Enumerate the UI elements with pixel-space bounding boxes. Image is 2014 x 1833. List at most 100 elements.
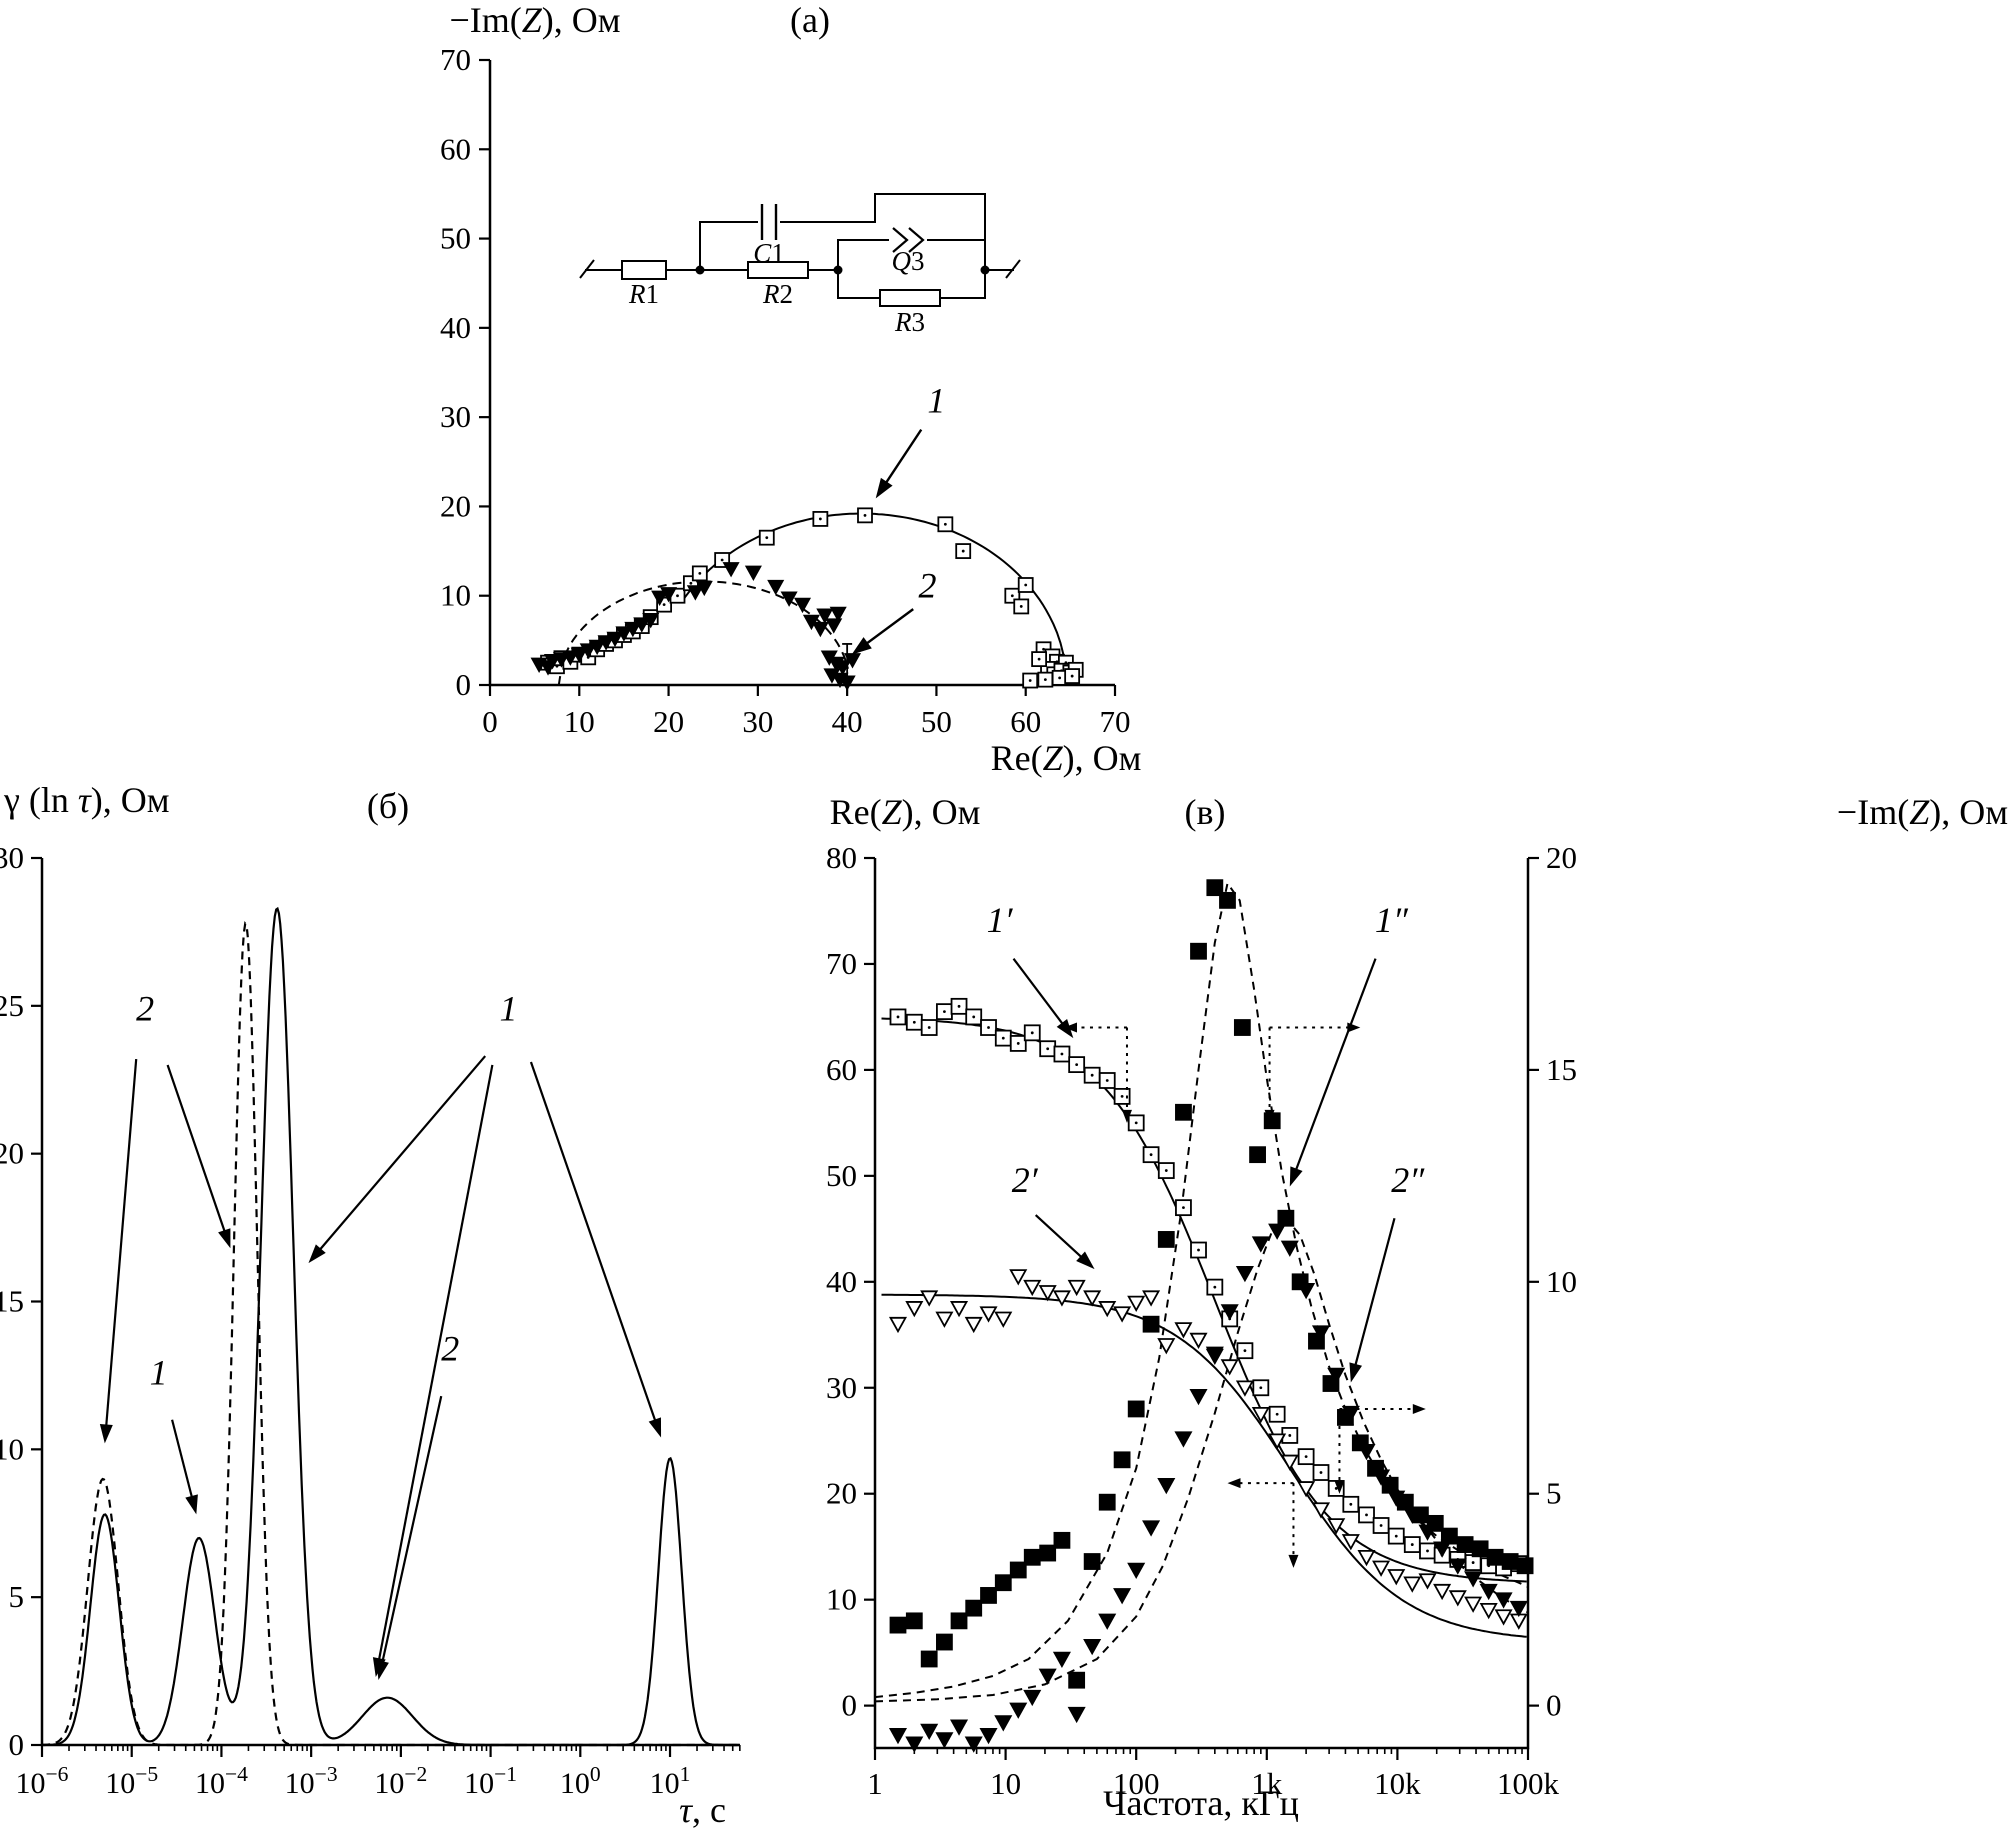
triangle-filled-marker <box>920 1723 939 1741</box>
triangle-open-marker <box>1023 1279 1042 1297</box>
left-y-tick-label: 60 <box>826 1052 857 1087</box>
bode-fit-1″ <box>874 880 1529 1699</box>
triangle-filled-marker <box>793 597 812 614</box>
y-tick-label: 70 <box>440 42 471 77</box>
y-tick-label: 10 <box>0 1431 24 1466</box>
bode-label-arrow <box>1034 1214 1087 1263</box>
triangle-filled-marker <box>825 618 843 634</box>
arrow-head <box>376 1659 389 1680</box>
triangle-filled-marker <box>838 675 856 691</box>
triangle-open-marker <box>1311 1502 1331 1519</box>
triangle-filled-marker <box>570 647 588 664</box>
y-tick-label: 0 <box>456 667 472 702</box>
square-filled-marker <box>1206 879 1224 897</box>
triangle-open-marker <box>950 1301 969 1318</box>
marker-dot <box>1046 1047 1050 1051</box>
triangle-open-marker <box>964 1316 983 1334</box>
marker-dot <box>1149 1153 1153 1157</box>
arrow-head <box>308 1244 326 1264</box>
bode-label-arrow <box>1012 957 1068 1030</box>
square-filled-marker <box>1157 1231 1175 1248</box>
marker-dot <box>1001 1036 1005 1040</box>
triangle-filled-marker <box>979 1728 998 1745</box>
triangle-filled-marker <box>994 1715 1013 1732</box>
marker-dot <box>1394 1534 1398 1538</box>
marker-dot <box>912 1020 916 1024</box>
triangle-open-marker <box>1387 1569 1406 1586</box>
triangle-filled-marker <box>1341 1405 1360 1423</box>
triangle-filled-marker <box>1142 1520 1161 1537</box>
triangle-filled-marker <box>686 585 704 601</box>
bode-label-1″: 1″ <box>1375 900 1409 940</box>
marker-dot <box>1070 674 1074 678</box>
triangle-filled-marker <box>1448 1558 1467 1575</box>
triangle-filled-marker <box>633 617 651 633</box>
arrow-head <box>185 1494 198 1515</box>
square-filled-marker <box>1053 1531 1071 1549</box>
fit-curve-1 <box>681 512 1066 658</box>
square-filled-marker <box>1142 1315 1160 1333</box>
marker-dot <box>1016 1042 1020 1045</box>
triangle-filled-marker <box>905 1736 924 1753</box>
marker-dot <box>1319 1471 1323 1474</box>
triangle-open-marker <box>920 1290 939 1307</box>
triangle-filled-marker <box>888 1728 908 1745</box>
triangle-filled-marker <box>722 562 740 578</box>
marker-dot <box>1010 594 1014 598</box>
x-tick-label: 60 <box>1010 704 1041 739</box>
square-filled-marker <box>1113 1451 1131 1469</box>
triangle-filled-marker <box>1189 1388 1208 1406</box>
curve-label-1: 1 <box>150 1352 168 1392</box>
marker-dot <box>1075 1063 1079 1067</box>
marker-dot <box>1019 605 1023 608</box>
panel-b-ylabel: γ (ln τ), Ом <box>3 780 170 820</box>
triangle-filled-marker <box>1174 1431 1193 1448</box>
marker-dot <box>676 594 679 598</box>
marker-dot <box>1334 1487 1338 1490</box>
triangle-filled-marker <box>561 650 579 666</box>
r2-label: R2 <box>762 279 793 309</box>
left-y-tick-label: 80 <box>826 840 857 875</box>
drt-curve-2 <box>42 920 740 1747</box>
triangle-open-marker <box>1280 1454 1299 1471</box>
y-tick-label: 5 <box>9 1579 25 1614</box>
triangle-open-marker <box>1418 1573 1437 1590</box>
triangle-filled-marker <box>964 1736 983 1753</box>
triangle-open-marker <box>1341 1534 1360 1551</box>
triangle-open-marker <box>1157 1338 1176 1355</box>
triangle-open-marker <box>1448 1590 1467 1607</box>
marker-dot <box>863 513 867 517</box>
arrow-head <box>1063 1022 1077 1033</box>
y-tick-label: 20 <box>0 1136 24 1171</box>
tick-label: 100 <box>560 1762 601 1800</box>
curve-label-arrow <box>171 1419 195 1504</box>
left-y-tick-label: 10 <box>826 1582 857 1617</box>
right-y-tick-label: 20 <box>1546 840 1577 875</box>
square-filled-marker <box>1219 891 1236 909</box>
arrow-head <box>1349 1362 1362 1383</box>
triangle-open-marker <box>1357 1550 1376 1567</box>
y-tick-label: 10 <box>440 578 471 613</box>
marker-dot <box>1030 1031 1034 1035</box>
arrow-head <box>851 637 872 655</box>
curve-label-arrow <box>104 1058 138 1433</box>
triangle-filled-marker <box>1327 1367 1346 1385</box>
triangle-open-marker <box>905 1301 924 1318</box>
panel-a-ylabel: −Im(Z), Ом <box>449 0 620 40</box>
tick-label: 10−6 <box>16 1762 69 1800</box>
curve-label-arrow <box>376 1064 494 1667</box>
square-filled-marker <box>1175 1103 1192 1121</box>
triangle-open-marker <box>1220 1359 1239 1376</box>
panel-v-left-ylabel: Re(Z), Ом <box>830 792 981 832</box>
triangle-filled-marker <box>1023 1689 1042 1707</box>
triangle-filled-marker <box>1403 1507 1422 1524</box>
x-tick-label: 0 <box>482 704 498 739</box>
square-filled-marker <box>889 1616 907 1634</box>
marker-dot <box>1028 679 1032 682</box>
triangle-filled-marker <box>1098 1613 1117 1630</box>
triangle-filled-marker <box>1509 1600 1528 1618</box>
fit-curve-2 <box>557 580 849 686</box>
square-filled-marker <box>1190 942 1207 960</box>
arrow-head <box>1121 1109 1132 1123</box>
triangle-filled-marker <box>1311 1325 1331 1342</box>
